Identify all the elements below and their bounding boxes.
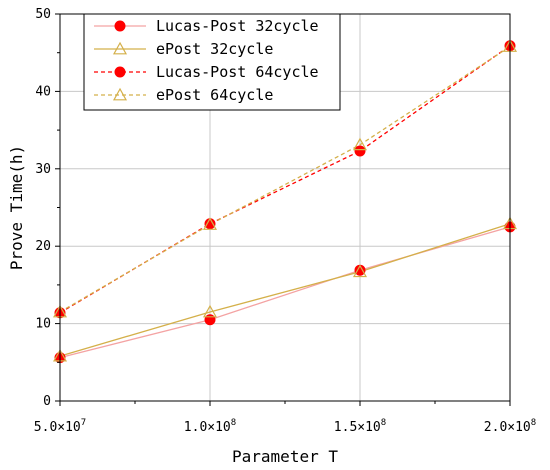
legend-marker-2 xyxy=(114,66,126,78)
x-tick-label: 2.0×108 xyxy=(484,418,536,435)
legend-label-1: ePost 32cycle xyxy=(156,40,273,58)
y-tick-label: 30 xyxy=(35,162,51,177)
x-axis-title: Parameter T xyxy=(232,447,338,466)
series-1-point xyxy=(202,304,218,318)
y-tick-label: 10 xyxy=(35,317,51,332)
legend-marker-1 xyxy=(112,41,128,55)
series-1-point xyxy=(352,264,368,278)
y-axis-title: Prove Time(h) xyxy=(7,145,26,270)
legend-label-2: Lucas-Post 64cycle xyxy=(156,63,319,81)
legend: Lucas-Post 32cycle ePost 32cycle Lucas-Pos… xyxy=(83,13,341,111)
series-line-3 xyxy=(59,45,511,313)
axis-ticks xyxy=(55,13,511,406)
y-tick-label: 0 xyxy=(43,394,51,409)
legend-label-3: ePost 64cycle xyxy=(156,86,273,104)
legend-marker-0 xyxy=(114,20,126,32)
series-3-point xyxy=(352,137,368,151)
legend-marker-3 xyxy=(112,87,128,101)
x-tick-label: 1.0×108 xyxy=(184,418,236,435)
series-3-point xyxy=(202,217,218,230)
y-tick-label: 50 xyxy=(35,7,51,22)
x-tick-label: 5.0×107 xyxy=(34,418,86,435)
series-2-point xyxy=(354,145,366,157)
y-tick-label: 40 xyxy=(35,84,51,99)
legend-box xyxy=(83,13,341,111)
tick-labels: 5.0×107 1.0×108 1.5×108 2.0×108 0 10 20 30 40 50 xyxy=(34,7,536,435)
series-lines xyxy=(59,45,511,359)
series-line-0 xyxy=(59,226,511,359)
series-line-1 xyxy=(59,223,511,357)
legend-label-0: Lucas-Post 32cycle xyxy=(156,17,319,35)
y-tick-label: 20 xyxy=(35,239,51,254)
x-tick-label: 1.5×108 xyxy=(334,418,386,435)
